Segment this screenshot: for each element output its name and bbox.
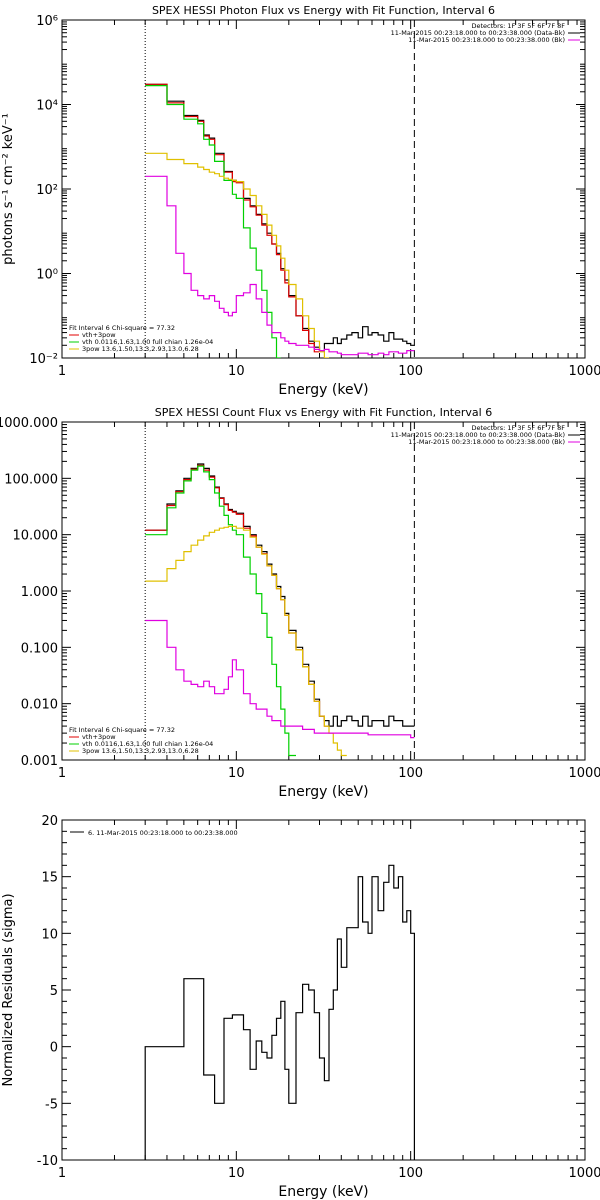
plot-frame xyxy=(61,421,586,761)
x-tick-label: 1 xyxy=(58,1166,66,1181)
y-tick-label: 10⁻² xyxy=(29,352,58,367)
legend-entry: 11-Mar-2015 00:23:18.000 to 00:23:38.000… xyxy=(408,36,565,44)
legend-entry: 6. 11-Mar-2015 00:23:18.000 to 00:23:38.… xyxy=(88,829,238,837)
series-residuals xyxy=(144,864,415,1160)
x-tick-label: 10 xyxy=(228,364,245,379)
y-tick-label: 15 xyxy=(41,871,58,886)
panel-2: SPEX HESSI Count Flux vs Energy with Fit… xyxy=(0,406,600,800)
x-tick-label: 1 xyxy=(58,364,66,379)
y-axis-label: photons s⁻¹ cm⁻² keV⁻¹ xyxy=(1,113,16,265)
panel-1: SPEX HESSI Photon Flux vs Energy with Fi… xyxy=(1,4,600,398)
panel-3: 1 10 100 1000 Energy (keV) -10 -5 0 5 10 15 20 Norma… xyxy=(1,814,600,1200)
x-tick-label: 10 xyxy=(228,766,245,781)
series-3pow xyxy=(145,152,329,358)
y-tick-label: 0.100 xyxy=(21,641,58,656)
y-tick-label: 1000.000 xyxy=(0,416,58,431)
legend-entry: 11-Mar-2015 00:23:18.000 to 00:23:38.000… xyxy=(391,29,565,37)
y-tick-label: 10² xyxy=(36,183,58,198)
y-tick-label: 0.001 xyxy=(21,754,58,769)
x-axis-label: Energy (keV) xyxy=(278,784,368,800)
y-tick-label: 10⁴ xyxy=(36,99,58,114)
legend-entry: Fit Interval 6 Chi-square = 77.32 xyxy=(69,324,175,332)
y-tick-label: 100.000 xyxy=(4,472,58,487)
legend-entry: vth+3pow xyxy=(82,331,116,339)
y-tick-label: 10⁰ xyxy=(36,268,58,283)
y-tick-label: 0 xyxy=(50,1041,58,1056)
x-axis-label: Energy (keV) xyxy=(278,382,368,398)
chart-title: SPEX HESSI Count Flux vs Energy with Fit… xyxy=(155,406,492,419)
x-tick-label: 100 xyxy=(398,1166,423,1181)
legend-entry: Detectors: 1F 3F 5F 6F 7F 8F xyxy=(471,424,565,432)
plot-frame xyxy=(61,19,586,359)
legend-entry: vth 0.0116,1.63,1.00 full chian 1.26e-04 xyxy=(82,338,213,346)
x-tick-label: 1 xyxy=(58,766,66,781)
y-tick-label: 20 xyxy=(41,814,58,829)
x-tick-label: 1000 xyxy=(568,766,600,781)
legend-entry: 11-Mar-2015 00:23:18.000 to 00:23:38.000… xyxy=(408,438,565,446)
series-vth xyxy=(145,85,281,358)
series-bk xyxy=(145,175,415,356)
x-tick-label: 10 xyxy=(228,1166,245,1181)
y-tick-label: 1.000 xyxy=(21,585,58,600)
y-tick-label: -5 xyxy=(45,1097,58,1112)
series-3pow xyxy=(145,525,347,757)
legend-entry: Fit Interval 6 Chi-square = 77.32 xyxy=(69,726,175,734)
y-axis-label: Normalized Residuals (sigma) xyxy=(1,893,16,1086)
series-data-bk xyxy=(145,83,415,352)
series-vth xyxy=(145,465,296,757)
series-data-bk xyxy=(145,463,415,727)
x-tick-label: 100 xyxy=(398,766,423,781)
y-tick-label: -10 xyxy=(37,1154,58,1169)
plot-frame xyxy=(61,819,586,1161)
legend-entry: 11-Mar-2015 00:23:18.000 to 00:23:38.000… xyxy=(391,431,565,439)
legend-entry: Detectors: 1F 3F 5F 6F 7F 8F xyxy=(471,22,565,30)
y-tick-label: 0.010 xyxy=(21,698,58,713)
legend-entry: vth+3pow xyxy=(82,733,116,741)
legend-entry: 3pow 13.6,1.50,13.3,2.93,13.0,6.28 xyxy=(82,345,199,353)
x-tick-label: 1000 xyxy=(568,364,600,379)
y-tick-label: 5 xyxy=(50,984,58,999)
series-vth-3pow xyxy=(145,83,320,353)
x-axis-label: Energy (keV) xyxy=(278,1184,368,1200)
chart-title: SPEX HESSI Photon Flux vs Energy with Fi… xyxy=(152,4,495,17)
x-tick-label: 1000 xyxy=(568,1166,600,1181)
x-tick-label: 100 xyxy=(398,364,423,379)
legend-entry: 3pow 13.6,1.50,13.3,2.93,13.0,6.28 xyxy=(82,747,199,755)
y-tick-label: 10⁶ xyxy=(36,14,58,29)
y-tick-label: 10.000 xyxy=(13,529,59,544)
legend-entry: vth 0.0116,1.63,1.00 full chian 1.26e-04 xyxy=(82,740,213,748)
y-tick-label: 10 xyxy=(41,927,58,942)
series-bk xyxy=(145,619,415,739)
